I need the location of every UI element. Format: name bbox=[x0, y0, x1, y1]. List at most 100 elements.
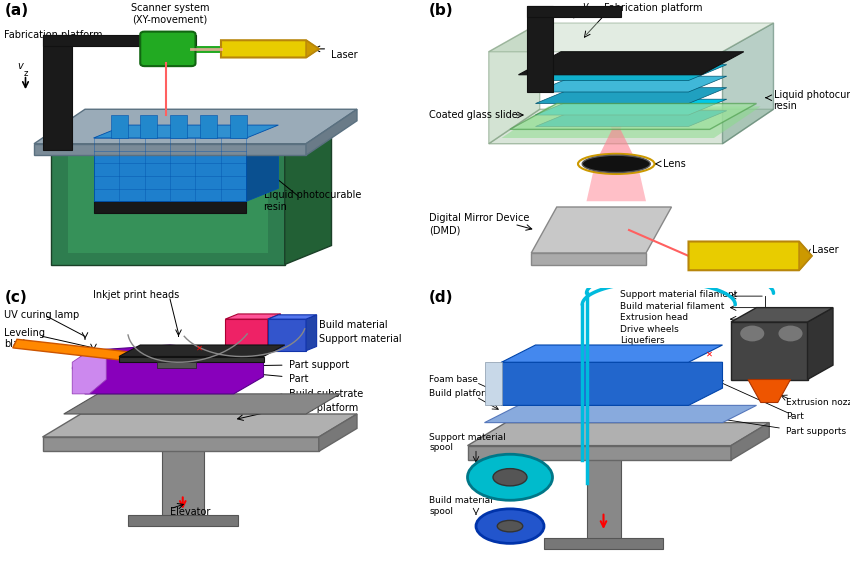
Text: Coated glass slide: Coated glass slide bbox=[429, 110, 518, 120]
Polygon shape bbox=[42, 34, 72, 150]
Polygon shape bbox=[306, 40, 319, 58]
Polygon shape bbox=[536, 110, 727, 126]
Polygon shape bbox=[799, 242, 812, 270]
Ellipse shape bbox=[778, 325, 803, 342]
Polygon shape bbox=[42, 414, 357, 437]
Polygon shape bbox=[162, 448, 204, 518]
Polygon shape bbox=[536, 87, 727, 103]
Polygon shape bbox=[246, 125, 278, 201]
Text: Laser: Laser bbox=[332, 49, 358, 60]
Ellipse shape bbox=[582, 155, 650, 172]
Polygon shape bbox=[94, 125, 278, 138]
Text: Elevator: Elevator bbox=[170, 507, 210, 517]
Text: z: z bbox=[23, 69, 28, 78]
Polygon shape bbox=[42, 34, 196, 46]
Polygon shape bbox=[586, 78, 638, 129]
Polygon shape bbox=[531, 253, 646, 264]
Text: v: v bbox=[582, 1, 588, 10]
Text: Liquid photocurable
resin: Liquid photocurable resin bbox=[774, 90, 850, 112]
Polygon shape bbox=[502, 362, 722, 405]
Polygon shape bbox=[722, 23, 774, 144]
Polygon shape bbox=[94, 201, 246, 213]
Polygon shape bbox=[225, 319, 268, 351]
Text: Inkjet print heads: Inkjet print heads bbox=[93, 290, 179, 300]
Polygon shape bbox=[68, 112, 314, 152]
Text: z: z bbox=[588, 6, 593, 15]
Text: Support material
spool: Support material spool bbox=[429, 433, 506, 453]
Polygon shape bbox=[536, 99, 727, 115]
Polygon shape bbox=[731, 423, 769, 460]
Polygon shape bbox=[536, 76, 727, 92]
Text: Build material
spool: Build material spool bbox=[429, 496, 493, 516]
Text: ✕: ✕ bbox=[196, 344, 203, 352]
Text: Liquefiers: Liquefiers bbox=[620, 336, 665, 346]
Polygon shape bbox=[110, 115, 128, 138]
Polygon shape bbox=[748, 380, 790, 402]
Text: Extrusion nozzles: Extrusion nozzles bbox=[786, 398, 850, 407]
Polygon shape bbox=[94, 138, 246, 201]
Text: Fabrication platform: Fabrication platform bbox=[604, 3, 702, 13]
Text: Fabrication platform: Fabrication platform bbox=[4, 29, 103, 40]
Polygon shape bbox=[306, 109, 357, 155]
Polygon shape bbox=[51, 144, 285, 264]
Polygon shape bbox=[119, 356, 264, 362]
Polygon shape bbox=[484, 362, 501, 405]
FancyBboxPatch shape bbox=[140, 32, 196, 66]
Ellipse shape bbox=[740, 325, 765, 342]
Polygon shape bbox=[502, 106, 761, 138]
Polygon shape bbox=[68, 152, 268, 253]
Polygon shape bbox=[285, 125, 332, 264]
Polygon shape bbox=[468, 423, 769, 446]
Polygon shape bbox=[531, 207, 672, 253]
Text: (a): (a) bbox=[4, 3, 28, 18]
Text: Scanner system
(XY-movement): Scanner system (XY-movement) bbox=[131, 3, 209, 25]
Polygon shape bbox=[544, 538, 663, 549]
Text: Build platform: Build platform bbox=[289, 403, 358, 413]
Polygon shape bbox=[51, 125, 332, 144]
Polygon shape bbox=[489, 23, 774, 52]
Ellipse shape bbox=[468, 454, 552, 500]
Polygon shape bbox=[489, 23, 540, 144]
Text: Drive wheels: Drive wheels bbox=[620, 325, 679, 334]
Polygon shape bbox=[72, 351, 106, 394]
Text: Build material filament: Build material filament bbox=[620, 302, 725, 311]
Text: Build platform: Build platform bbox=[429, 389, 494, 398]
Text: (d): (d) bbox=[429, 290, 454, 305]
Text: Build material: Build material bbox=[319, 320, 388, 330]
Text: Build substrate: Build substrate bbox=[289, 389, 363, 399]
Text: UV curing lamp: UV curing lamp bbox=[4, 310, 80, 320]
Polygon shape bbox=[468, 446, 731, 460]
Text: Liquid photocurable
resin: Liquid photocurable resin bbox=[264, 190, 361, 212]
Polygon shape bbox=[157, 362, 196, 368]
Polygon shape bbox=[484, 405, 756, 423]
Polygon shape bbox=[268, 314, 280, 351]
Text: Part support: Part support bbox=[289, 360, 349, 370]
Text: (b): (b) bbox=[429, 3, 454, 18]
Polygon shape bbox=[510, 104, 756, 129]
Polygon shape bbox=[688, 242, 812, 270]
Polygon shape bbox=[586, 457, 620, 540]
Polygon shape bbox=[518, 52, 744, 75]
Polygon shape bbox=[808, 308, 833, 380]
Polygon shape bbox=[42, 437, 319, 451]
Text: Extrusion head: Extrusion head bbox=[620, 313, 688, 323]
Polygon shape bbox=[731, 308, 833, 322]
Polygon shape bbox=[128, 515, 238, 526]
Text: Lens: Lens bbox=[663, 159, 686, 169]
Polygon shape bbox=[527, 6, 620, 17]
Ellipse shape bbox=[493, 469, 527, 486]
Polygon shape bbox=[230, 115, 246, 138]
Text: Leveling
blade: Leveling blade bbox=[4, 328, 45, 350]
Ellipse shape bbox=[476, 509, 544, 543]
Polygon shape bbox=[586, 164, 646, 201]
Polygon shape bbox=[72, 345, 264, 394]
Polygon shape bbox=[268, 319, 306, 351]
Ellipse shape bbox=[497, 520, 523, 532]
Polygon shape bbox=[225, 314, 280, 319]
Text: Part: Part bbox=[786, 412, 804, 421]
Polygon shape bbox=[140, 115, 157, 138]
Polygon shape bbox=[64, 394, 340, 414]
Text: Laser: Laser bbox=[812, 245, 838, 255]
Polygon shape bbox=[34, 144, 306, 155]
Polygon shape bbox=[527, 6, 552, 92]
